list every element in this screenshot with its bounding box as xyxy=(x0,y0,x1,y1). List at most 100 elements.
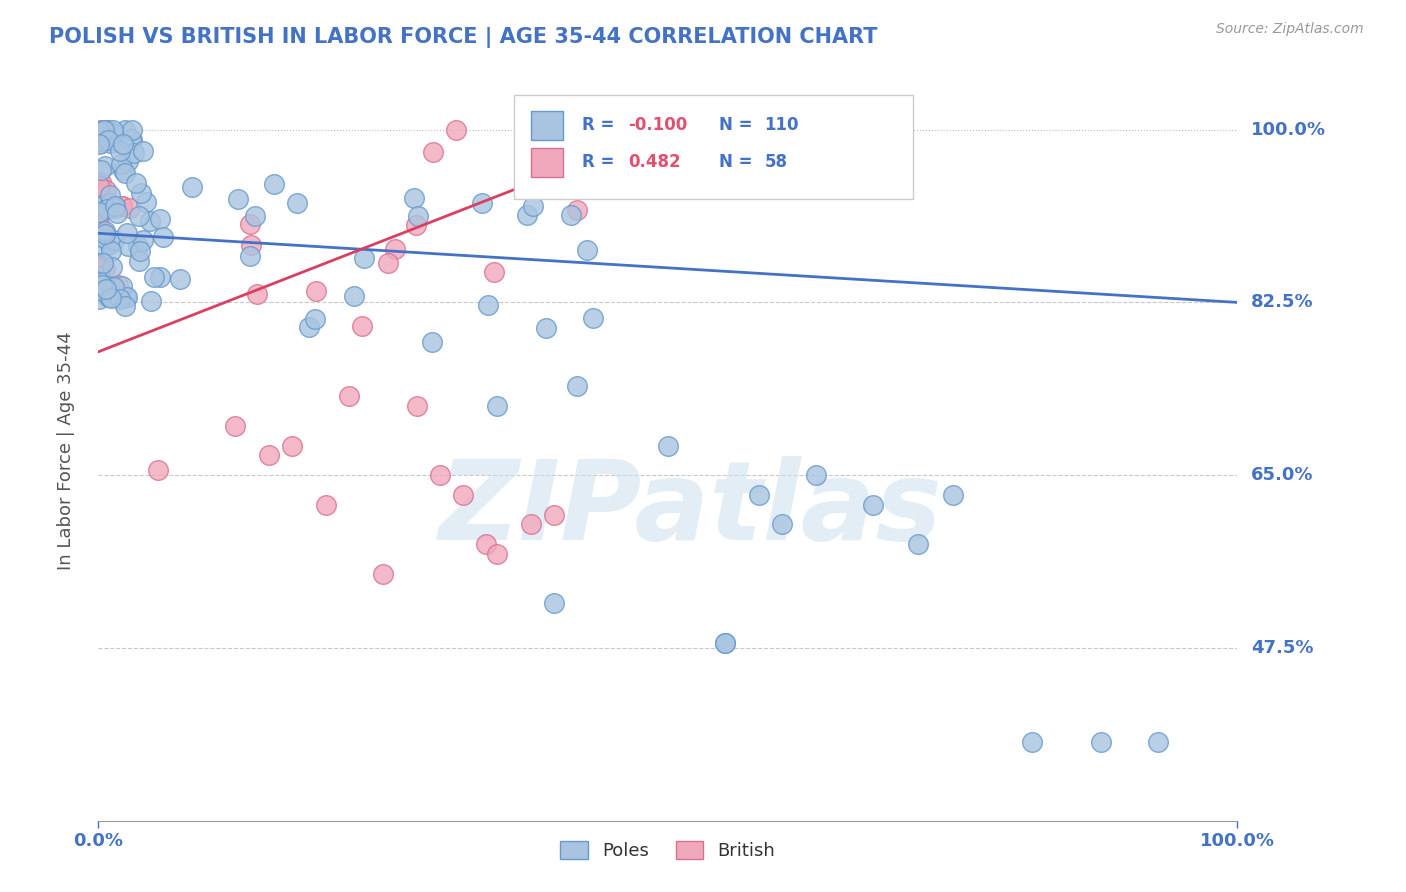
Point xyxy=(298,320,321,334)
Point xyxy=(404,191,426,205)
Point xyxy=(305,284,328,298)
Text: 0.482: 0.482 xyxy=(628,153,681,171)
Bar xyxy=(531,148,562,177)
Point xyxy=(90,127,112,141)
Point xyxy=(451,488,474,502)
Point xyxy=(87,260,110,275)
Point xyxy=(90,122,112,136)
Point xyxy=(117,154,139,169)
Point xyxy=(101,260,124,274)
Point xyxy=(111,137,134,152)
Point xyxy=(90,122,112,136)
Point xyxy=(91,283,114,297)
Point xyxy=(103,280,125,294)
Point xyxy=(337,389,360,403)
Point xyxy=(770,517,793,532)
Point xyxy=(181,179,204,194)
Point xyxy=(406,399,429,413)
Point xyxy=(114,122,136,136)
Point xyxy=(565,379,588,393)
Point xyxy=(96,289,118,303)
Point xyxy=(520,517,543,532)
Point xyxy=(1146,734,1168,748)
Point xyxy=(107,277,129,292)
Point xyxy=(89,205,111,219)
Point xyxy=(149,212,172,227)
Point xyxy=(377,256,399,270)
Point xyxy=(138,214,160,228)
Point xyxy=(128,244,150,259)
Point xyxy=(96,202,118,216)
Point xyxy=(585,122,607,136)
Point xyxy=(117,290,139,304)
Text: N =: N = xyxy=(718,153,758,171)
Point xyxy=(575,243,598,257)
Point xyxy=(93,239,115,253)
Point xyxy=(748,488,770,502)
Point xyxy=(108,292,131,306)
Text: POLISH VS BRITISH IN LABOR FORCE | AGE 35-44 CORRELATION CHART: POLISH VS BRITISH IN LABOR FORCE | AGE 3… xyxy=(49,27,877,48)
Point xyxy=(89,124,111,138)
Point xyxy=(142,270,165,285)
Point xyxy=(420,334,443,349)
Point xyxy=(114,166,136,180)
Point xyxy=(474,537,496,551)
Point xyxy=(110,157,132,171)
Point xyxy=(90,175,112,189)
Point xyxy=(93,122,115,136)
FancyBboxPatch shape xyxy=(515,95,912,199)
Point xyxy=(87,292,110,306)
Point xyxy=(100,291,122,305)
Point xyxy=(104,201,127,215)
Point xyxy=(111,162,134,177)
Point xyxy=(560,208,582,222)
Point xyxy=(343,289,366,303)
Text: 110: 110 xyxy=(765,117,799,135)
Point xyxy=(105,205,128,219)
Point xyxy=(108,144,131,158)
Bar xyxy=(531,112,562,139)
Point xyxy=(139,293,162,308)
Point xyxy=(98,188,121,202)
Point xyxy=(104,199,127,213)
Point xyxy=(98,195,121,210)
Point xyxy=(128,254,150,268)
Point xyxy=(90,136,112,150)
Point xyxy=(565,203,588,218)
Point xyxy=(228,192,250,206)
Point xyxy=(482,265,505,279)
Point xyxy=(315,498,337,512)
Point xyxy=(87,217,110,231)
Point xyxy=(90,278,112,293)
Point xyxy=(152,230,174,244)
Point xyxy=(90,274,112,288)
Point xyxy=(128,209,150,223)
Point xyxy=(90,124,112,138)
Text: 47.5%: 47.5% xyxy=(1251,639,1313,657)
Point xyxy=(94,227,117,242)
Point xyxy=(246,287,269,301)
Point xyxy=(111,278,134,293)
Point xyxy=(582,311,605,326)
Point xyxy=(118,201,141,215)
Point xyxy=(132,144,155,158)
Point xyxy=(94,282,117,296)
Point xyxy=(103,233,125,247)
Point xyxy=(1090,734,1112,748)
Point xyxy=(120,131,142,145)
Point xyxy=(285,196,308,211)
Point xyxy=(94,261,117,276)
Point xyxy=(471,196,494,211)
Point xyxy=(146,463,169,477)
Y-axis label: In Labor Force | Age 35-44: In Labor Force | Age 35-44 xyxy=(56,331,75,570)
Point xyxy=(515,208,537,222)
Legend: Poles, British: Poles, British xyxy=(553,833,783,867)
Point xyxy=(89,134,111,148)
Text: ZIPatlas: ZIPatlas xyxy=(439,456,942,563)
Point xyxy=(90,224,112,238)
Point xyxy=(591,122,613,136)
Point xyxy=(89,220,111,235)
Point xyxy=(862,498,884,512)
Text: R =: R = xyxy=(582,117,620,135)
Point xyxy=(94,122,117,136)
